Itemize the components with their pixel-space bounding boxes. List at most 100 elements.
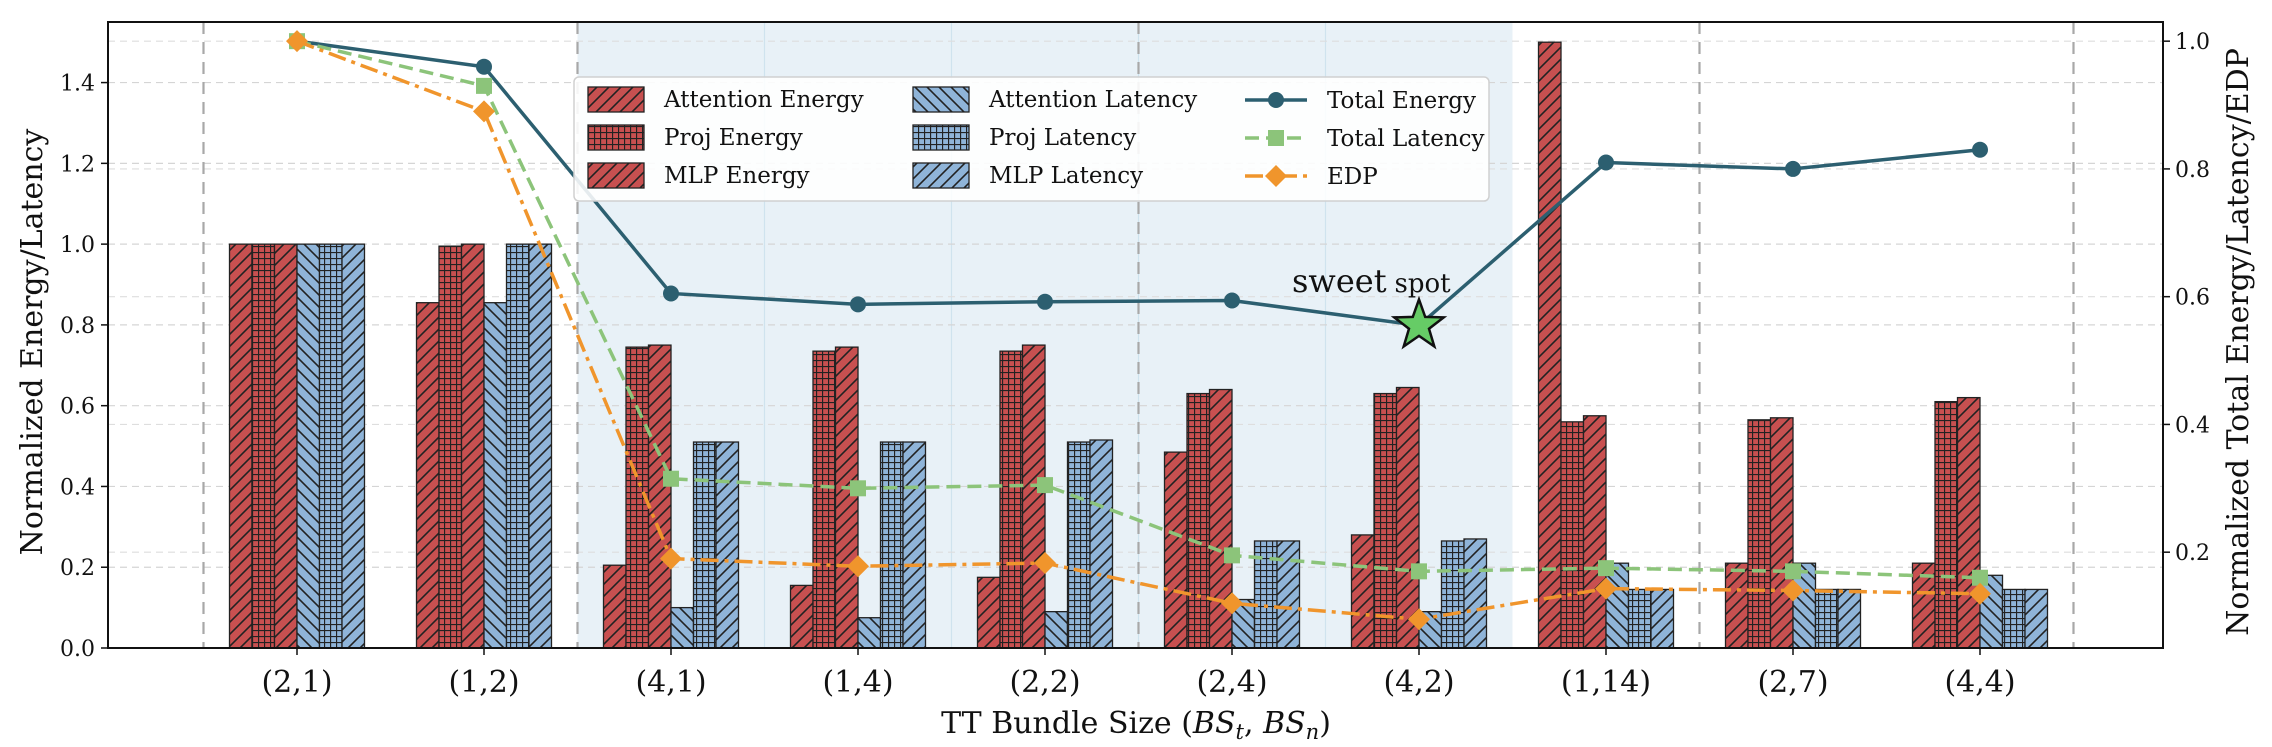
legend-label: EDP [1327, 164, 1378, 190]
x-tick-label: (2,1) [261, 665, 332, 700]
bar-hatch [1441, 540, 1464, 648]
bar-hatch [484, 302, 507, 648]
legend-swatch-outline [912, 124, 970, 151]
bar-mlp-latency [1276, 540, 1301, 649]
bar-hatch [1232, 599, 1255, 648]
marker-total-energy [1037, 293, 1053, 310]
bar-hatch [439, 246, 462, 649]
bar-proj-energy [625, 346, 650, 649]
bar-mlp-latency [1837, 588, 1862, 649]
marker-total-latency [663, 470, 679, 487]
bar-proj-latency [2001, 588, 2026, 649]
x-tick-label: (1,4) [822, 665, 893, 700]
bar-hatch [977, 577, 1000, 648]
marker-edp [1221, 592, 1243, 615]
legend-swatch-outline [587, 162, 645, 189]
bar-hatch [274, 244, 297, 648]
x-tick-label: (4,2) [1383, 665, 1454, 700]
bar-hatch [1396, 387, 1419, 648]
bar-attention-energy [228, 243, 253, 649]
bar-hatch [858, 617, 881, 648]
legend-swatch-hatch [913, 163, 969, 188]
bar-mlp-energy [273, 243, 298, 649]
legend-label: Proj Energy [664, 125, 803, 151]
bar-hatch [252, 244, 275, 648]
bar-mlp-latency [1650, 588, 1675, 649]
bar-hatch [342, 244, 365, 648]
bar-mlp-latency [1463, 538, 1488, 649]
bar-hatch [229, 244, 252, 648]
y2-tick-label: 0.4 [2175, 413, 2210, 438]
bar-hatch [1538, 42, 1561, 649]
bar-hatch [671, 607, 694, 648]
line-total-latency [296, 39, 1981, 580]
y-tick-label: 1.2 [60, 152, 95, 177]
legend-marker [1268, 92, 1284, 108]
bar-hatch [2025, 589, 2048, 648]
bar-hatch [1045, 611, 1068, 648]
sweet-spot-sub: spot [1395, 269, 1452, 299]
bar-proj-energy [1186, 392, 1211, 649]
legend-item: Proj Latency [912, 124, 1136, 151]
sweet-spot-label: sweet spot [1292, 262, 1451, 300]
legend-swatch-outline [912, 86, 970, 113]
bar-proj-latency [692, 441, 717, 649]
sweet-spot-star [1390, 295, 1448, 350]
marker-edp [286, 30, 308, 53]
marker-total-energy [476, 58, 492, 75]
bar-hatch [1022, 345, 1045, 648]
marker-total-latency [1785, 563, 1801, 580]
bar-attention-energy [976, 576, 1001, 649]
legend-label: Proj Latency [989, 125, 1136, 151]
x-axis-label: TT Bundle Size (BSt, BSn) [941, 706, 1331, 744]
y-tick-label: 0.0 [60, 637, 95, 662]
bar-hatch [1912, 563, 1935, 648]
bar-hatch [1209, 389, 1232, 648]
bar-hatch [1957, 397, 1980, 648]
bar-hatch [1628, 589, 1651, 648]
bar-mlp-energy [1582, 415, 1607, 649]
bar-mlp-latency [1089, 439, 1114, 649]
bar-hatch [716, 442, 739, 648]
bar-proj-latency [1814, 588, 1839, 649]
bar-hatch [1067, 442, 1090, 648]
bar-mlp-latency [902, 441, 927, 649]
marker-total-latency [1037, 477, 1053, 494]
legend-swatch-outline [587, 86, 645, 113]
legend-item: Total Energy [1245, 88, 1476, 114]
marker-total-energy [1785, 160, 1801, 177]
legend-box [573, 76, 1490, 202]
legend-item: EDP [1245, 164, 1378, 190]
bar-attention-latency [296, 243, 321, 649]
bar-hatch [1090, 440, 1113, 648]
bar-hatch [529, 244, 552, 648]
y-tick-label: 0.2 [60, 556, 95, 581]
y-tick-label: 1.0 [60, 233, 95, 258]
y2-tick-label: 0.6 [2175, 286, 2210, 311]
x-tick-label: (4,4) [1944, 665, 2015, 700]
axis-layer: 0.0 0.2 0.4 0.6 0.8 1.0 1.2 1.4 0.2 0.4 0.6 0.8 1.0 (… [60, 21, 2210, 700]
marker-total-energy [1972, 141, 1988, 158]
legend-item: MLP Energy [587, 162, 810, 189]
marker-edp [473, 100, 495, 123]
x-tick-label: (2,7) [1757, 665, 1828, 700]
marker-total-latency [1224, 547, 1240, 564]
bar-proj-energy [1747, 419, 1772, 649]
marker-edp [660, 547, 682, 570]
bar-proj-energy [1560, 421, 1585, 649]
bar-proj-latency [1066, 441, 1091, 649]
bar-hatch [1351, 534, 1374, 648]
marker-edp [1034, 552, 1056, 575]
legend-item: Proj Energy [587, 124, 803, 151]
bar-hatch [880, 442, 903, 648]
bar-proj-energy [1373, 392, 1398, 649]
plot-frame [107, 21, 2164, 649]
bar-hatch [1815, 589, 1838, 648]
bar-attention-energy [1163, 451, 1188, 649]
bar-proj-latency [505, 243, 530, 649]
bar-attention-energy [789, 584, 814, 649]
bar-hatch [2002, 589, 2025, 648]
legend-item: Attention Energy [587, 86, 864, 113]
y-tick-label: 0.6 [60, 395, 95, 420]
